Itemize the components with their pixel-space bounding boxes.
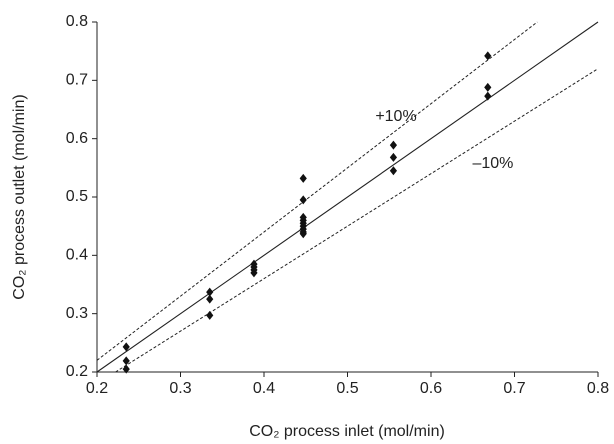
y-axis-title: CO₂ process outlet (mol/min) [11,94,28,299]
data-point [122,364,130,374]
x-tick-label: 0.6 [420,380,442,397]
reference-line [96,21,538,361]
data-point [122,356,130,366]
x-axis-title: CO₂ process inlet (mol/min) [249,423,445,440]
data-point [389,152,398,162]
x-tick-label: 0.8 [587,380,609,397]
data-point [206,294,214,304]
data-point [206,287,214,297]
x-tick-label: 0.3 [169,380,191,397]
y-tick-label: 0.4 [66,247,88,264]
data-point [299,173,307,183]
data-point [389,140,398,150]
y-tick-label: 0.7 [66,72,88,89]
data-point [389,166,398,176]
x-tick-label: 0.2 [86,380,108,397]
data-point [299,229,307,239]
y-tick-label: 0.6 [66,130,88,147]
x-tick-label: 0.7 [503,380,525,397]
data-point [122,342,130,352]
line-annotation: –10% [472,155,513,172]
line-annotation: +10% [375,108,416,125]
reference-line [96,21,599,373]
y-tick-label: 0.2 [66,363,88,380]
data-point [484,51,492,61]
y-tick-label: 0.5 [66,188,88,205]
data-point [484,91,492,101]
data-point [299,195,307,205]
x-tick-label: 0.4 [253,380,275,397]
data-point [250,268,258,278]
x-tick-label: 0.5 [336,380,358,397]
reference-line [115,68,599,373]
data-point [484,82,492,92]
y-tick-label: 0.8 [66,13,88,30]
data-point [206,310,214,320]
y-tick-label: 0.3 [66,305,88,322]
